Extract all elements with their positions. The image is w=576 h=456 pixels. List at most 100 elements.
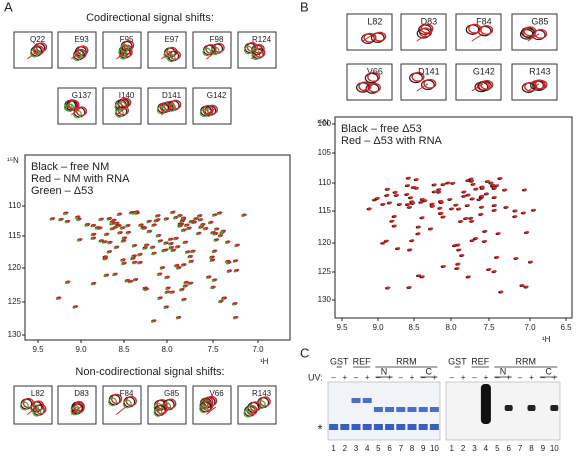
- peak: [408, 205, 413, 209]
- peak: [188, 221, 192, 224]
- peak: [456, 243, 461, 246]
- peak: [65, 103, 75, 112]
- peak: [166, 53, 176, 63]
- peak: [470, 179, 475, 183]
- peak: [375, 196, 380, 200]
- peak: [209, 260, 213, 263]
- gel-band: [351, 424, 361, 430]
- peak: [385, 187, 390, 191]
- peak: [176, 215, 181, 218]
- y-tick-label: 120: [318, 238, 332, 247]
- group-label: REF: [353, 356, 372, 366]
- peak: [212, 233, 216, 236]
- peak: [241, 214, 245, 217]
- peak: [151, 253, 155, 256]
- arrow: [160, 51, 172, 60]
- peak: [109, 221, 113, 224]
- peak: [479, 212, 484, 216]
- peak: [162, 249, 167, 252]
- peak: [113, 247, 117, 250]
- peak: [155, 215, 159, 218]
- inset-label: F95: [120, 35, 134, 44]
- group-label: GST: [330, 356, 349, 366]
- peak: [55, 297, 60, 300]
- peak: [465, 204, 470, 207]
- peak: [130, 258, 134, 261]
- group-label: N: [500, 366, 507, 376]
- peak: [98, 219, 102, 222]
- peak: [439, 212, 444, 215]
- peak: [168, 247, 172, 250]
- inset-box: [346, 13, 393, 51]
- peak: [90, 234, 94, 237]
- peak: [386, 286, 391, 289]
- arrow: [471, 33, 484, 42]
- inset-box: [455, 63, 502, 101]
- peak: [156, 274, 160, 277]
- peak: [187, 283, 192, 286]
- peak: [174, 246, 179, 249]
- peak: [169, 292, 173, 295]
- y-axis-label: ¹⁵N: [317, 118, 329, 127]
- x-tick-label: 8.0: [161, 345, 173, 354]
- peak: [177, 225, 181, 228]
- arrow: [115, 107, 127, 116]
- peak: [439, 201, 444, 204]
- gel-band: [385, 407, 395, 412]
- peak: [182, 242, 186, 245]
- peak: [529, 260, 534, 263]
- uv-sign: –: [518, 373, 523, 382]
- peak: [441, 183, 446, 186]
- peak: [132, 279, 136, 282]
- peak: [503, 188, 508, 191]
- legend-entry: Red – Δ53 with RNA: [341, 135, 443, 147]
- gel-band: [373, 424, 383, 430]
- peak: [62, 213, 67, 216]
- arrow: [26, 51, 38, 60]
- peak: [492, 196, 497, 199]
- peak: [153, 220, 157, 223]
- inset-label: E93: [74, 35, 89, 44]
- peak: [156, 105, 166, 115]
- peak: [513, 209, 518, 212]
- inset-label: R124: [252, 35, 272, 44]
- peak: [387, 201, 392, 204]
- uv-sign: +: [365, 373, 370, 382]
- peak: [20, 401, 29, 411]
- peak: [170, 250, 174, 253]
- lane-number: 10: [430, 444, 439, 453]
- peak: [151, 224, 155, 227]
- peak: [390, 219, 395, 223]
- y-tick-label: 110: [8, 201, 21, 210]
- inset-label: D141: [418, 66, 440, 76]
- panel-label: C: [300, 345, 309, 360]
- y-tick-label: 120: [8, 263, 22, 272]
- inset-label: R143: [529, 66, 551, 76]
- y-tick-label: 125: [318, 267, 332, 276]
- peak: [114, 109, 124, 118]
- peak: [120, 240, 124, 243]
- peak: [108, 397, 118, 407]
- peak: [460, 254, 465, 257]
- peak: [513, 215, 518, 218]
- peak: [137, 254, 141, 257]
- peak: [197, 219, 201, 222]
- peak: [163, 218, 167, 221]
- peak: [30, 404, 39, 414]
- peak: [124, 225, 129, 228]
- arrow: [362, 33, 375, 42]
- uv-sign: +: [506, 373, 511, 382]
- peak: [173, 217, 177, 220]
- peak: [406, 203, 411, 206]
- arrow: [527, 83, 540, 92]
- peak: [149, 247, 153, 250]
- inset-box: [511, 63, 558, 101]
- arrow: [362, 83, 375, 92]
- gel-band: [429, 407, 439, 412]
- peak: [30, 49, 39, 58]
- gel-band: [480, 384, 491, 424]
- peak: [438, 206, 443, 210]
- peak: [188, 261, 192, 264]
- inset-label: I140: [119, 91, 135, 100]
- panel-label: A: [4, 0, 13, 14]
